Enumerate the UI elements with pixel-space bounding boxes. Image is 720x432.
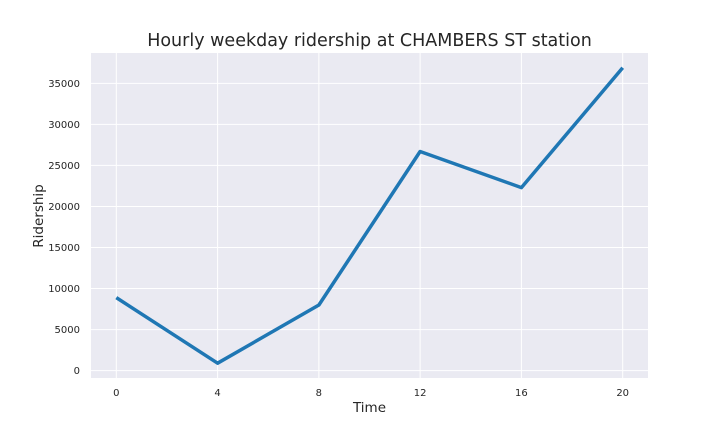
y-tick-label: 5000 [55,325,80,336]
y-tick-label: 30000 [48,120,80,131]
chart-title: Hourly weekday ridership at CHAMBERS ST … [147,31,592,51]
y-tick-label: 15000 [48,243,80,254]
y-tick-label: 0 [74,366,80,377]
x-tick-label: 0 [113,388,119,399]
y-tick-label: 25000 [48,161,80,172]
x-tick-label: 8 [316,388,322,399]
y-tick-labels: 0 5000 10000 15000 20000 25000 30000 35000 [48,79,80,377]
x-tick-label: 20 [616,388,629,399]
x-tick-label: 12 [414,388,427,399]
grid-lines [91,53,648,378]
x-tick-labels: 0 4 8 12 16 20 [113,388,629,399]
y-tick-label: 35000 [48,79,80,90]
y-tick-label: 10000 [48,284,80,295]
plot-area [91,53,648,378]
series-line [115,66,625,365]
series-layer [115,66,625,365]
x-tick-label: 4 [214,388,220,399]
y-axis-label: Ridership [31,184,47,247]
y-tick-label: 20000 [48,202,80,213]
x-tick-label: 16 [515,388,528,399]
x-axis-label: Time [352,400,386,416]
